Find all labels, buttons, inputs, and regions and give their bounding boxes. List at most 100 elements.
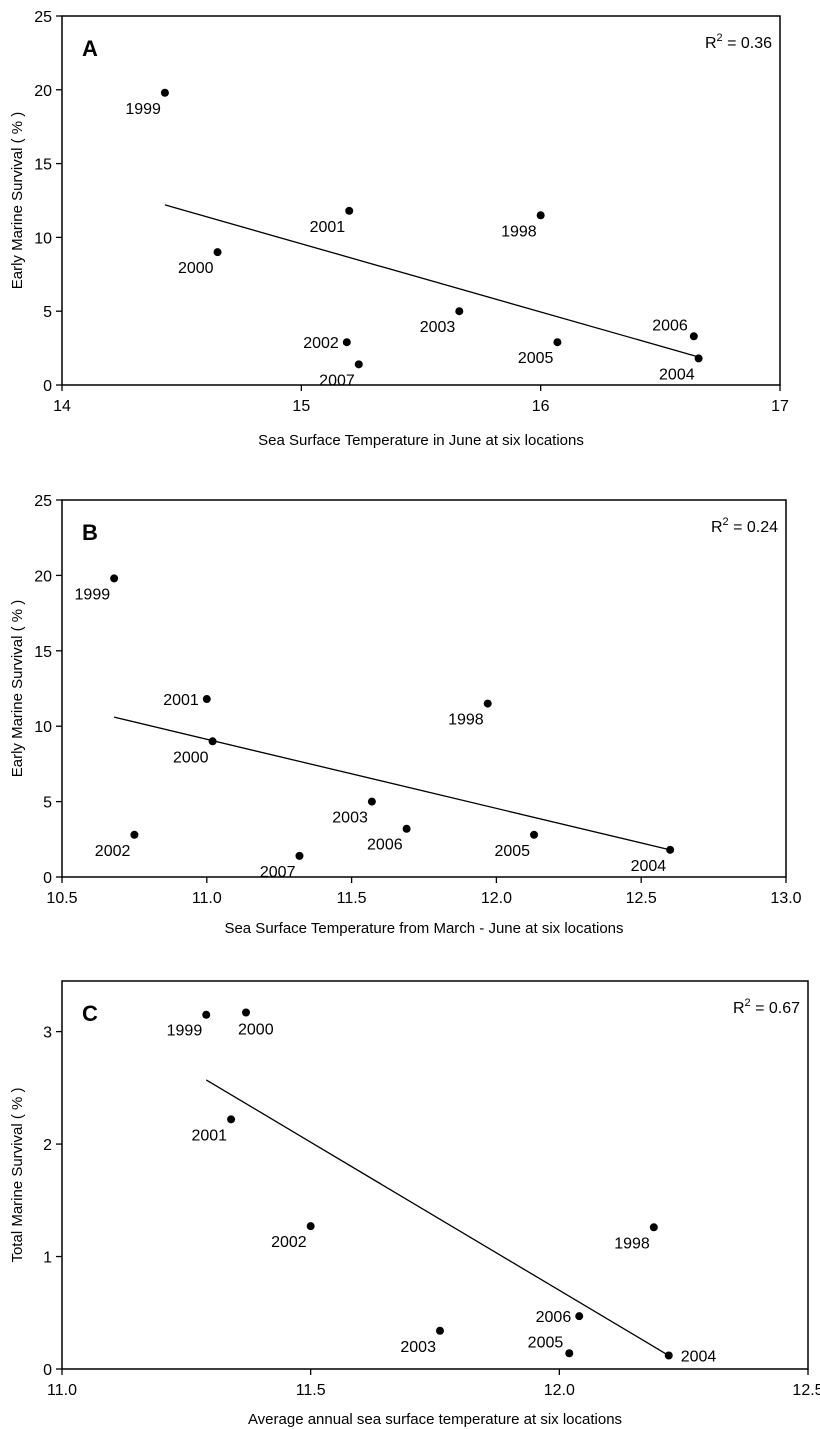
y-tick-label: 0 [43,870,52,887]
panel-a: 14 15 16 17 0 5 10 15 20 25 Sea Surface Temperatur… [9,9,789,449]
data-point [160,88,169,97]
y-tick-label: 1 [43,1250,52,1267]
data-point [342,338,351,347]
r-squared-symbol: R [711,519,723,536]
data-point [553,338,562,347]
data-point [575,1312,584,1321]
y-tick-label: 5 [43,304,52,321]
data-point [242,1008,251,1017]
data-point [402,824,411,833]
x-tick-label: 16 [532,398,550,415]
point-label: 2005 [494,843,530,860]
data-point [130,830,139,839]
x-tick-label: 11.5 [296,1382,326,1399]
data-point [694,354,703,363]
y-axis-label: Total Marine Survival ( % ) [9,1087,26,1262]
data-point [213,248,222,257]
y-tick-label: 20 [34,83,52,100]
point-label: 2006 [536,1309,572,1326]
point-label: 2005 [518,350,554,367]
r-squared-symbol: R [705,35,717,52]
point-label: 2006 [367,837,403,854]
x-tick-label: 11.5 [337,890,367,907]
point-label: 1998 [448,712,484,729]
data-point [208,737,217,746]
data-point [345,206,354,215]
point-label: 2006 [652,317,688,334]
data-point [530,830,539,839]
point-label: 1999 [75,586,111,603]
trend-line [164,204,699,358]
r-squared-annotation: R2 = 0.36 [705,32,772,52]
x-tick-label: 15 [292,398,310,415]
x-tick-label: 12.5 [792,1382,820,1399]
data-point [649,1223,658,1232]
y-tick-label: 25 [34,9,52,26]
y-tick-label: 2 [43,1137,52,1154]
r-squared-exponent: 2 [745,997,751,1009]
point-label: 2002 [271,1234,307,1251]
point-label: 1999 [167,1023,203,1040]
panel-b: 10.5 11.0 11.5 12.0 12.5 13.0 0 5 10 15 20 25 Sea Su… [9,493,802,937]
data-point [202,1010,211,1019]
point-label: 2007 [260,864,296,881]
x-tick-label: 11.0 [47,1382,77,1399]
x-tick-label: 17 [771,398,789,415]
point-label: 1998 [614,1235,650,1252]
data-point [354,360,363,369]
point-label: 2004 [631,858,667,875]
point-label: 2000 [238,1021,274,1038]
r-squared-value: = 0.36 [723,35,772,52]
r-squared-annotation: R2 = 0.24 [711,516,778,536]
data-point [110,574,119,583]
point-label: 2001 [163,692,199,709]
trend-line [113,716,671,851]
y-tick-label: 0 [43,1362,52,1379]
r-squared-annotation: R2 = 0.67 [733,997,800,1017]
point-label: 2007 [319,372,355,389]
panel-label: B [82,520,98,545]
data-point [483,699,492,708]
y-tick-label: 3 [43,1025,52,1042]
y-axis-label: Early Marine Survival ( % ) [9,600,26,778]
point-label: 2003 [400,1339,436,1356]
data-point [227,1115,236,1124]
x-tick-label: 13.0 [770,890,801,907]
r-squared-exponent: 2 [723,516,729,528]
plot-frame [61,499,787,878]
panel-label: C [82,1001,98,1026]
point-label: 2004 [659,366,695,383]
y-tick-label: 10 [34,719,52,736]
data-point [295,851,304,860]
r-squared-symbol: R [733,1000,745,1017]
data-point [435,1326,444,1335]
data-point [367,797,376,806]
point-label: 2005 [528,1334,564,1351]
y-axis-label: Early Marine Survival ( % ) [9,112,26,290]
point-label: 2001 [191,1127,227,1144]
trend-line [205,1079,670,1357]
y-tick-label: 0 [43,378,52,395]
x-tick-label: 14 [53,398,71,415]
x-axis-label: Average annual sea surface temperature a… [248,1411,622,1428]
y-tick-label: 25 [34,493,52,510]
r-squared-value: = 0.67 [751,1000,800,1017]
data-point [565,1349,574,1358]
x-tick-label: 12.0 [481,890,512,907]
y-tick-label: 5 [43,795,52,812]
point-label: 2002 [95,843,131,860]
r-squared-value: = 0.24 [729,519,778,536]
point-label: 2002 [303,335,339,352]
point-label: 2003 [420,319,456,336]
y-tick-label: 15 [34,157,52,174]
plot-frame [61,15,781,386]
y-tick-label: 20 [34,568,52,585]
x-axis-label: Sea Surface Temperature from March - Jun… [224,920,623,937]
plot-frame [61,980,809,1370]
data-point [306,1222,315,1231]
point-label: 2004 [681,1349,717,1366]
x-tick-label: 10.5 [46,890,77,907]
x-tick-label: 12.5 [626,890,657,907]
x-tick-label: 12.0 [544,1382,575,1399]
